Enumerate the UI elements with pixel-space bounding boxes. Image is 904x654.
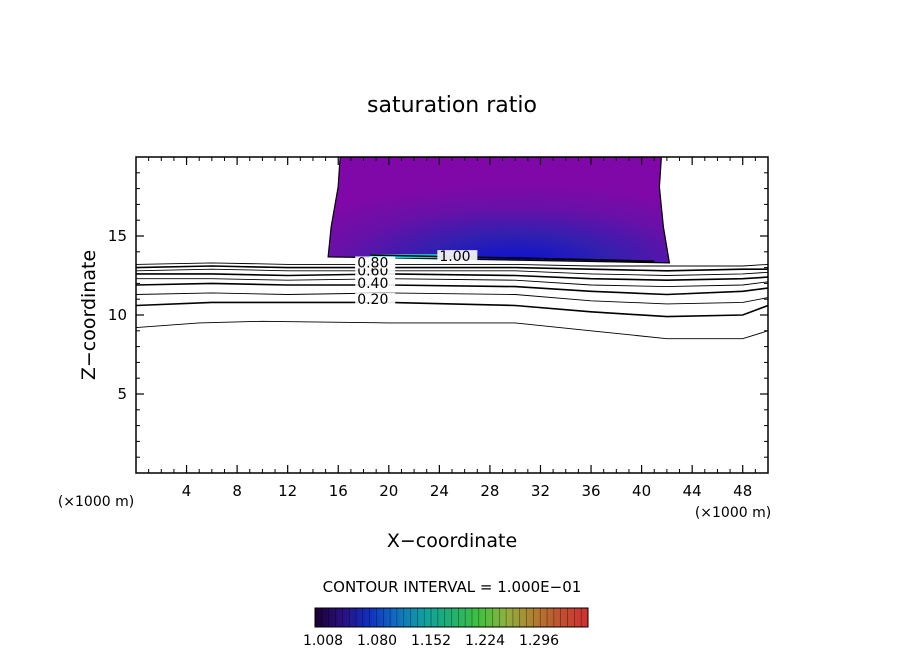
contour-line bbox=[369, 254, 655, 263]
contour-lines bbox=[136, 254, 768, 340]
contour-line bbox=[136, 265, 768, 272]
y-tick-label: 10 bbox=[108, 306, 127, 324]
contour-line bbox=[136, 320, 768, 340]
contour-line bbox=[136, 278, 768, 288]
x-axis-ticks: 4 8 12 16 20 24 28 32 36 40 44 48 bbox=[148, 157, 756, 500]
colorbar-labels: 1.008 1.080 1.152 1.224 1.296 bbox=[303, 633, 559, 649]
contour-label-bg bbox=[355, 256, 396, 269]
colorbar-label: 1.224 bbox=[465, 633, 505, 649]
contour-label: 1.00 bbox=[439, 249, 470, 265]
y-axis-ticks: 5 10 15 bbox=[108, 172, 768, 458]
contour-label-bg bbox=[355, 276, 396, 289]
colorbar-tick-marks bbox=[314, 608, 589, 627]
contour-line bbox=[136, 273, 768, 282]
x-tick-label: 8 bbox=[232, 482, 242, 500]
supersaturation-region bbox=[327, 157, 671, 264]
x-tick-label: 48 bbox=[733, 482, 752, 500]
y-tick-label: 15 bbox=[108, 227, 127, 245]
saturated-area bbox=[327, 157, 671, 264]
x-tick-label: 4 bbox=[182, 482, 192, 500]
contour-interval-text: CONTOUR INTERVAL = 1.000E−01 bbox=[323, 578, 582, 596]
x-tick-label: 28 bbox=[480, 482, 499, 500]
x-tick-label: 36 bbox=[581, 482, 600, 500]
contour-label-bg bbox=[437, 250, 478, 263]
contour-label: 0.20 bbox=[357, 292, 388, 308]
x-tick-label: 16 bbox=[329, 482, 348, 500]
x-unit-right: (×1000 m) bbox=[695, 505, 771, 521]
x-tick-label: 44 bbox=[683, 482, 702, 500]
x-unit-left: (×1000 m) bbox=[58, 494, 134, 510]
y-axis-label: Z−coordinate bbox=[78, 250, 100, 380]
x-tick-label: 40 bbox=[632, 482, 651, 500]
colorbar-label: 1.080 bbox=[357, 633, 397, 649]
y-tick-label: 5 bbox=[117, 385, 127, 403]
x-axis-label: X−coordinate bbox=[387, 530, 517, 552]
contour-line bbox=[136, 282, 768, 296]
colorbar-label: 1.296 bbox=[519, 633, 559, 649]
x-tick-label: 32 bbox=[531, 482, 550, 500]
contour-labels: 0.200.400.600.80 1.00 bbox=[355, 249, 478, 308]
contour-line bbox=[136, 292, 768, 305]
x-tick-label: 12 bbox=[278, 482, 297, 500]
contour-line bbox=[136, 301, 768, 318]
contour-label-bg bbox=[355, 292, 396, 305]
colorbar-label: 1.008 bbox=[303, 633, 343, 649]
chart-title: saturation ratio bbox=[367, 93, 537, 118]
colorbar-label: 1.152 bbox=[411, 633, 451, 649]
contour-label: 0.80 bbox=[357, 255, 388, 271]
contour-line bbox=[136, 268, 768, 276]
contour-label: 0.40 bbox=[357, 276, 388, 292]
x-tick-label: 20 bbox=[379, 482, 398, 500]
x-tick-label: 24 bbox=[430, 482, 449, 500]
contour-line bbox=[136, 262, 768, 267]
